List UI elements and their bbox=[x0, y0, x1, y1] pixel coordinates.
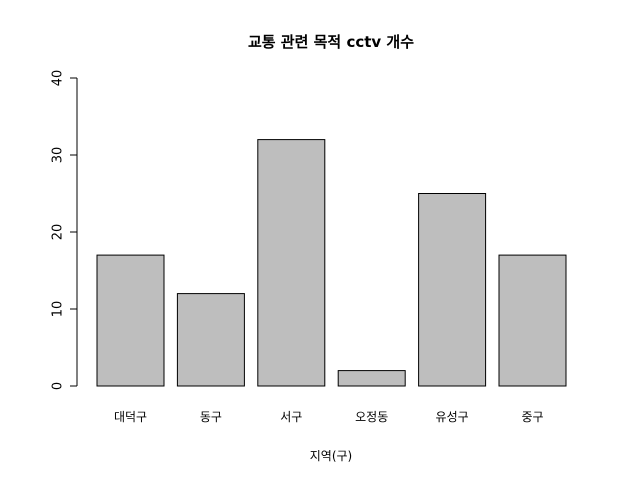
x-axis-label: 지역(구) bbox=[310, 449, 352, 463]
x-tick-label-서구: 서구 bbox=[280, 410, 302, 424]
y-tick-label-20: 20 bbox=[51, 224, 66, 241]
bar-유성구 bbox=[418, 193, 487, 387]
bar-오정동 bbox=[337, 370, 406, 387]
bar-중구 bbox=[498, 254, 567, 387]
y-tick-label-10: 10 bbox=[51, 301, 66, 318]
x-tick-label-중구: 중구 bbox=[521, 410, 543, 424]
x-tick-labels: 대덕구 동구 서구 오정동 유성구 중구 bbox=[114, 410, 544, 424]
y-tick-label-0: 0 bbox=[51, 382, 66, 390]
bars bbox=[96, 139, 567, 387]
x-tick-label-유성구: 유성구 bbox=[436, 410, 469, 424]
chart-title: 교통 관련 목적 cctv 개수 bbox=[248, 33, 414, 51]
x-tick-label-대덕구: 대덕구 bbox=[114, 410, 147, 424]
bar-대덕구 bbox=[96, 254, 165, 387]
y-tick-label-30: 30 bbox=[51, 147, 66, 164]
y-axis: 0 10 20 30 40 bbox=[51, 70, 78, 390]
y-tick-label-40: 40 bbox=[51, 70, 66, 87]
bar-동구 bbox=[176, 293, 245, 387]
bar-서구 bbox=[257, 139, 326, 387]
x-tick-label-동구: 동구 bbox=[200, 410, 222, 424]
x-tick-label-오정동: 오정동 bbox=[355, 410, 388, 424]
